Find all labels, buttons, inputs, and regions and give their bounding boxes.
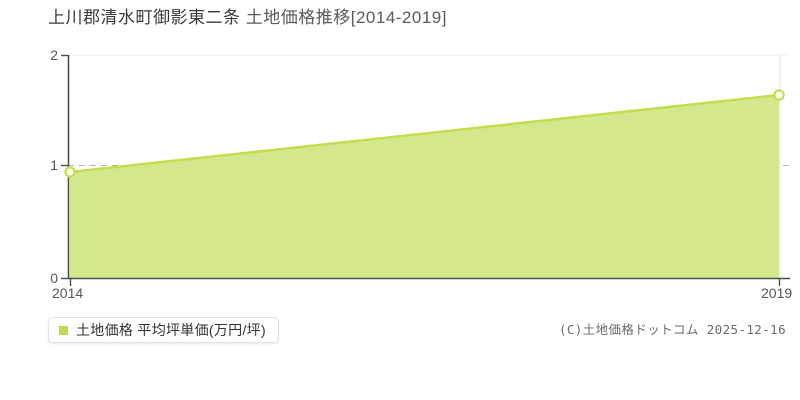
- legend-swatch-icon: [59, 325, 68, 335]
- x-axis-tick-label-2014: 2014: [52, 285, 84, 301]
- y-axis-tick-label-0: 0: [50, 270, 58, 286]
- x-axis-tick-label-2019: 2019: [761, 285, 793, 301]
- series-line: [69, 93, 780, 174]
- copyright-text: (C)土地価格ドットコム 2025-12-16: [558, 322, 786, 337]
- chart-legend[interactable]: 土地価格 平均坪単価(万円/坪): [48, 317, 279, 343]
- y-axis-tick-label-1: 1: [50, 157, 58, 173]
- chart-title-place: 上川郡清水町御影東二条: [48, 8, 241, 27]
- chart-title: 上川郡清水町御影東二条 土地価格推移[2014-2019]: [48, 7, 447, 29]
- y-axis-tick-label-2: 2: [50, 47, 58, 63]
- series-area-fill: [70, 95, 779, 278]
- chart-title-suffix: 土地価格推移[2014-2019]: [245, 8, 447, 27]
- legend-label: 土地価格 平均坪単価(万円/坪): [76, 322, 266, 338]
- data-point-marker-2019[interactable]: [773, 89, 785, 101]
- data-point-marker-2014[interactable]: [64, 166, 76, 178]
